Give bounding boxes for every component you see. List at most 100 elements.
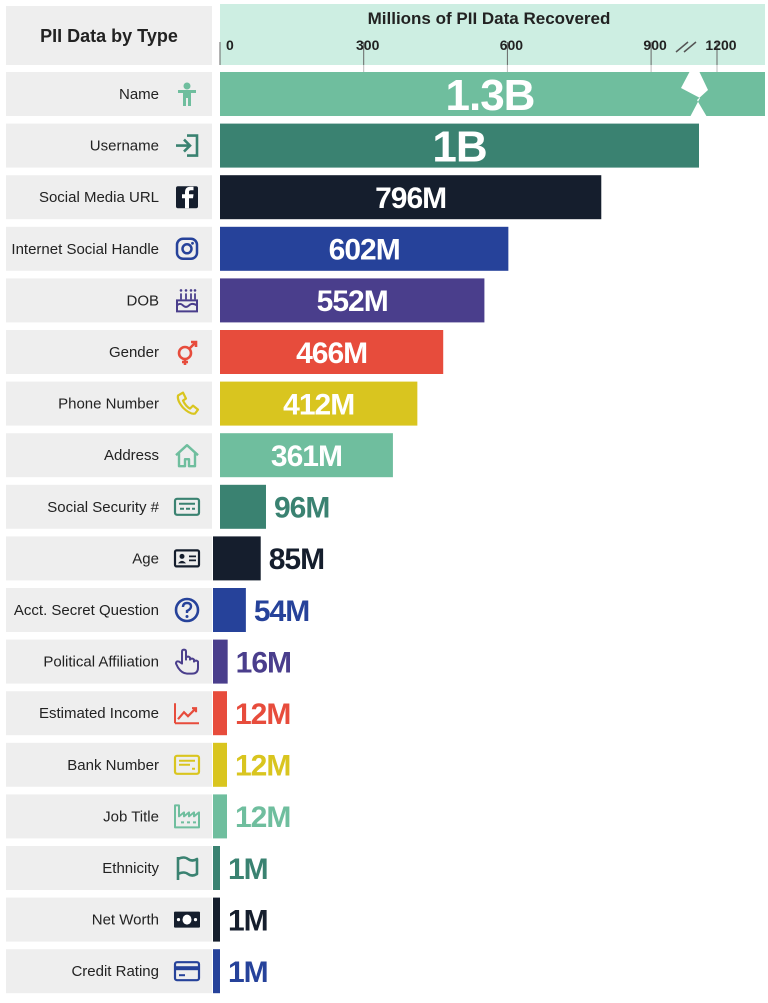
value-label: 96M <box>274 492 329 525</box>
tick-label: 0 <box>226 37 234 53</box>
factory-icon <box>174 804 200 829</box>
contact-card-icon <box>173 549 201 568</box>
id-card-icon <box>173 497 201 516</box>
hand-pointer-icon <box>175 648 199 675</box>
bar-row: Credit Rating 1M <box>6 949 269 994</box>
bar <box>220 175 602 220</box>
row-label-box <box>6 330 212 374</box>
bar <box>213 794 227 839</box>
bar <box>220 330 444 374</box>
row-label-box <box>6 588 212 632</box>
row-label-box <box>6 72 212 116</box>
bar <box>220 381 418 426</box>
value-label: 361M <box>271 440 342 473</box>
facebook-icon <box>176 186 198 209</box>
value-label: 1B <box>432 122 486 171</box>
row-label-box <box>6 691 212 736</box>
bar <box>213 691 227 736</box>
value-label: 796M <box>375 182 446 215</box>
login-arrow-icon <box>176 134 199 157</box>
bar-row: Age 85M <box>6 536 325 581</box>
category-label: Credit Rating <box>71 963 159 980</box>
bar <box>213 536 261 581</box>
bank-card-icon <box>173 754 201 775</box>
bar-row: Gender 466M <box>6 330 444 374</box>
category-label: Social Media URL <box>39 189 159 206</box>
money-bill-icon <box>174 911 200 928</box>
category-label: DOB <box>126 292 159 309</box>
bar <box>213 949 220 994</box>
axis-ticks: 0 300 600 900 1200 <box>219 37 737 65</box>
bar-row: Username 1B <box>6 122 699 171</box>
bar-row: Acct. Secret Question 54M <box>6 588 310 632</box>
row-label-box <box>6 742 212 787</box>
value-label: 412M <box>283 388 354 421</box>
bar <box>213 897 220 942</box>
bar <box>220 226 509 271</box>
bar <box>213 846 220 890</box>
bar <box>220 72 765 116</box>
tick-label: 300 <box>356 37 380 53</box>
bar-row: Net Worth 1M <box>6 897 269 942</box>
category-label: Username <box>90 138 159 155</box>
house-icon <box>175 444 199 468</box>
axis-break-mark <box>683 41 697 53</box>
category-label: Bank Number <box>67 757 159 774</box>
value-label: 602M <box>329 234 400 267</box>
category-label: Phone Number <box>58 396 159 413</box>
bar <box>220 484 266 529</box>
gridlines <box>363 65 718 72</box>
row-label-box <box>6 484 212 529</box>
value-label: 466M <box>296 337 367 370</box>
value-label: 552M <box>317 285 388 318</box>
tick-label: 600 <box>500 37 524 53</box>
value-label: 12M <box>235 801 290 834</box>
flag-icon <box>176 856 199 880</box>
category-label: Address <box>104 447 159 464</box>
credit-card-icon <box>173 961 201 982</box>
axis-break-mark <box>675 41 689 53</box>
phone-icon <box>176 391 200 415</box>
category-label: Name <box>119 86 159 103</box>
value-label: 16M <box>236 646 291 679</box>
bar-row: Estimated Income 12M <box>6 691 291 736</box>
bar <box>213 588 246 632</box>
birthday-cake-icon <box>176 289 198 313</box>
instagram-icon <box>175 237 199 261</box>
bar-row: Name 1.3B <box>6 71 765 120</box>
bar-row: Phone Number 412M <box>6 381 418 426</box>
category-label: Internet Social Handle <box>11 241 159 258</box>
value-label: 1.3B <box>446 71 535 120</box>
category-label: Estimated Income <box>39 705 159 722</box>
category-label: Political Affiliation <box>43 654 159 671</box>
bar-row: Ethnicity 1M <box>6 846 269 890</box>
question-circle-icon <box>174 597 200 623</box>
row-label-box <box>6 536 212 581</box>
category-label: Acct. Secret Question <box>14 602 159 619</box>
axis-title: Millions of PII Data Recovered <box>368 9 611 28</box>
bar-row: Job Title 12M <box>6 794 291 839</box>
bar-row: DOB 552M <box>6 278 485 323</box>
value-label: 1M <box>228 904 268 937</box>
bar-row: Social Media URL 796M <box>6 175 602 220</box>
person-icon <box>178 82 196 106</box>
tick-label: 900 <box>643 37 667 53</box>
category-label: Ethnicity <box>102 860 159 877</box>
category-label: Gender <box>109 344 159 361</box>
bar <box>220 278 485 323</box>
category-label: Job Title <box>103 808 159 825</box>
category-label: Age <box>132 550 159 567</box>
gender-icon <box>177 340 198 365</box>
bar <box>213 742 227 787</box>
bar <box>213 639 228 684</box>
bar-rows: Name 1.3B Username 1B Social Media URL 796M In… <box>6 71 765 994</box>
bar-row: Internet Social Handle 602M <box>6 226 509 271</box>
trend-chart-icon <box>174 703 199 725</box>
value-label: 12M <box>235 750 290 783</box>
tick-label: 1200 <box>705 37 736 53</box>
row-label-box <box>6 949 212 994</box>
row-label-box <box>6 794 212 839</box>
header-label: PII Data by Type <box>40 26 178 46</box>
value-label: 85M <box>269 543 324 576</box>
